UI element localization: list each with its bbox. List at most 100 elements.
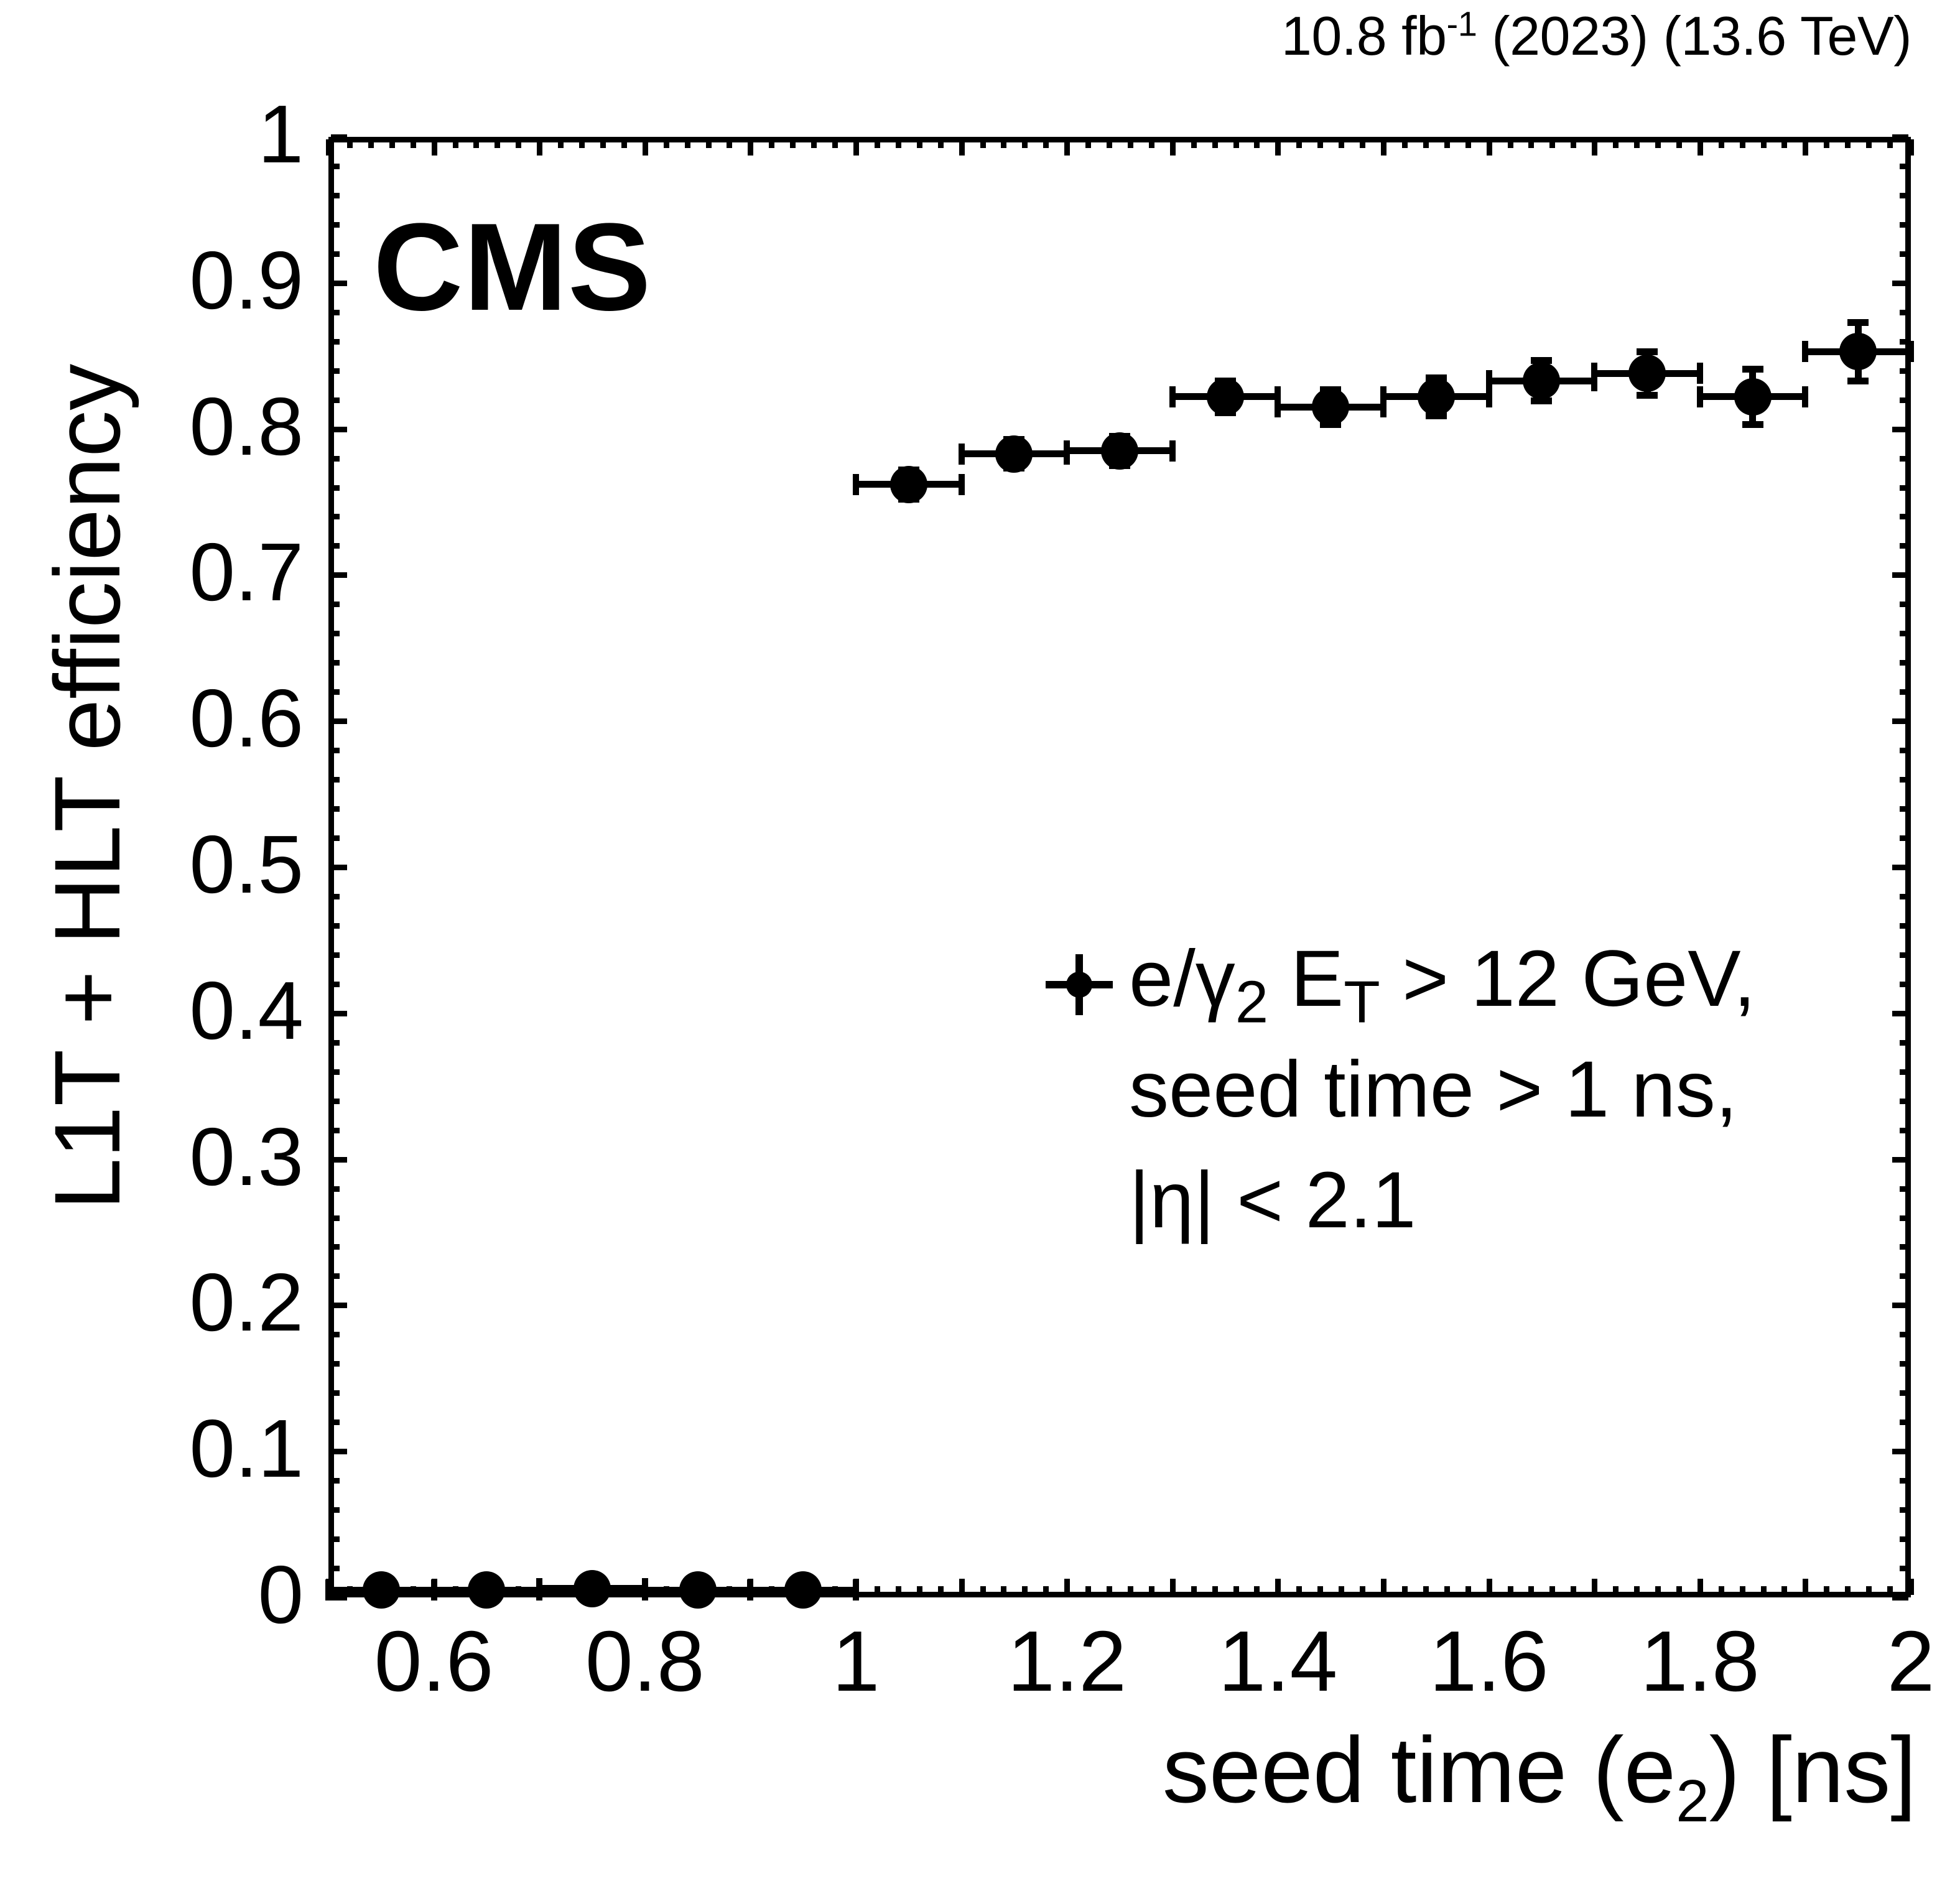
data-point-yerror-cap	[1637, 392, 1658, 399]
y-axis-tick-left	[331, 1477, 340, 1484]
y-axis-tick-left	[331, 893, 340, 899]
data-point-marker	[889, 465, 927, 503]
x-axis-tick-top	[431, 139, 437, 156]
y-axis-tick-left	[331, 1273, 340, 1279]
y-axis-tick-right	[1900, 221, 1908, 228]
y-axis-tick-right	[1900, 835, 1908, 841]
legend-label-2: seed time > 1 ns,	[1129, 1045, 1738, 1134]
data-point-marker	[1101, 432, 1138, 470]
data-point-xerror-cap	[1802, 341, 1809, 363]
x-axis-tick-top	[1317, 139, 1323, 148]
x-axis-tick-bottom	[1486, 1579, 1492, 1595]
x-axis-tick-label: 0.6	[374, 1614, 494, 1709]
x-axis-tick-top	[1739, 139, 1745, 148]
data-point-marker	[362, 1571, 400, 1609]
y-axis-tick-right	[1892, 1302, 1908, 1308]
y-axis-tick-right	[1900, 630, 1908, 636]
x-axis-tick-top	[1423, 139, 1429, 148]
x-axis-title: seed time (e2) [ns]	[1163, 1723, 1916, 1831]
y-axis-tick-left	[331, 1565, 340, 1571]
data-point-yerror-cap	[1742, 421, 1763, 429]
y-axis-tick-left	[331, 338, 340, 345]
y-axis-tick-label: 0.9	[189, 234, 304, 326]
x-axis-tick-bottom	[895, 1586, 901, 1595]
y-axis-tick-left	[331, 251, 340, 257]
plot-frame	[328, 137, 1911, 1597]
y-axis-tick-label: 0.4	[189, 964, 304, 1056]
legend-label-3: |η| < 2.1	[1129, 1156, 1416, 1245]
x-axis-tick-top	[1148, 139, 1154, 148]
x-axis-tick-top	[1043, 139, 1049, 148]
data-point-marker	[574, 1569, 611, 1607]
x-axis-tick-bottom	[1338, 1586, 1344, 1595]
y-axis-tick-right	[1900, 309, 1908, 315]
y-axis-tick-label: 0.6	[189, 672, 304, 764]
y-axis-tick-left	[331, 1594, 347, 1601]
y-axis-tick-right	[1900, 1127, 1908, 1133]
y-axis-tick-right	[1900, 1360, 1908, 1367]
legend-entry: e/γ2 ET > 12 GeV,	[1005, 939, 1875, 1050]
data-point-yerror-cap	[1637, 348, 1658, 355]
x-axis-tick-bottom	[959, 1579, 965, 1595]
x-axis-tick-bottom	[1781, 1586, 1787, 1595]
data-point-xerror-cap	[1064, 440, 1071, 462]
data-point-xerror-cap	[1591, 363, 1598, 384]
data-point-xerror-cap	[1485, 386, 1492, 407]
error-bar-marker-icon	[1046, 954, 1113, 1015]
x-axis-tick-label: 0.8	[585, 1614, 705, 1709]
y-axis-tick-left	[331, 485, 340, 491]
data-point-yerror-cap	[1531, 356, 1553, 364]
y-axis-tick-left	[331, 1507, 340, 1513]
data-point-xerror-cap	[641, 1579, 648, 1601]
y-axis-tick-left	[331, 1302, 347, 1308]
y-axis-tick-left	[331, 1127, 340, 1133]
x-axis-tick-top	[1612, 139, 1619, 148]
x-axis-tick-top	[473, 139, 479, 148]
x-axis-tick-bottom	[1275, 1579, 1281, 1595]
luminosity-exponent: -1	[1446, 4, 1477, 44]
data-point-xerror-cap	[1485, 370, 1492, 392]
y-axis-tick-label: 0.8	[189, 380, 304, 472]
x-axis-tick-bottom	[1718, 1586, 1724, 1595]
data-point-xerror-cap	[1380, 386, 1386, 407]
y-axis-tick-right	[1900, 922, 1908, 929]
x-axis-tick-bottom	[1760, 1586, 1767, 1595]
x-axis-tick-top	[1106, 139, 1112, 148]
y-axis-tick-label: 0.5	[189, 819, 304, 910]
x-axis-tick-bottom	[1908, 1579, 1914, 1595]
x-axis-tick-top	[1781, 139, 1787, 148]
y-axis-tick-left	[331, 1536, 340, 1542]
y-axis-tick-right	[1900, 1390, 1908, 1396]
y-axis-tick-left	[331, 1448, 347, 1454]
y-axis-tick-left	[331, 747, 340, 753]
y-axis-tick-label: 0.2	[189, 1257, 304, 1349]
y-axis-tick-right	[1900, 368, 1908, 374]
x-axis-tick-top	[684, 139, 690, 148]
x-axis-tick-bottom	[1317, 1586, 1323, 1595]
x-axis-tick-top	[1760, 139, 1767, 148]
y-axis-tick-left	[331, 1331, 340, 1337]
y-axis-tick-right	[1900, 1098, 1908, 1104]
x-axis-tick-top	[980, 139, 986, 148]
y-axis-tick-left	[331, 1215, 340, 1221]
x-axis-tick-label: 1.2	[1007, 1614, 1127, 1709]
data-point-yerror-cap	[1742, 365, 1763, 373]
y-axis-tick-left	[331, 776, 340, 783]
x-axis-tick-bottom	[874, 1586, 880, 1595]
data-point-marker	[1206, 378, 1244, 416]
cms-label: CMS	[373, 198, 652, 337]
x-axis-tick-bottom	[1212, 1586, 1218, 1595]
x-axis-tick-top	[663, 139, 669, 148]
x-axis-tick-top	[1887, 139, 1893, 148]
x-axis-tick-bottom	[1549, 1586, 1555, 1595]
y-axis-tick-label: 0.7	[189, 526, 304, 618]
x-axis-title-subscript: 2	[1676, 1768, 1709, 1834]
legend-text-part: e/γ	[1129, 934, 1235, 1023]
x-axis-tick-top	[1212, 139, 1218, 148]
x-axis-tick-bottom	[1253, 1586, 1260, 1595]
x-axis-tick-label: 1	[832, 1614, 880, 1709]
legend-subscript: T	[1344, 969, 1380, 1036]
x-axis-tick-top	[1380, 139, 1386, 156]
y-axis-tick-left	[331, 397, 340, 403]
data-point-yerror-cap	[1425, 412, 1447, 419]
